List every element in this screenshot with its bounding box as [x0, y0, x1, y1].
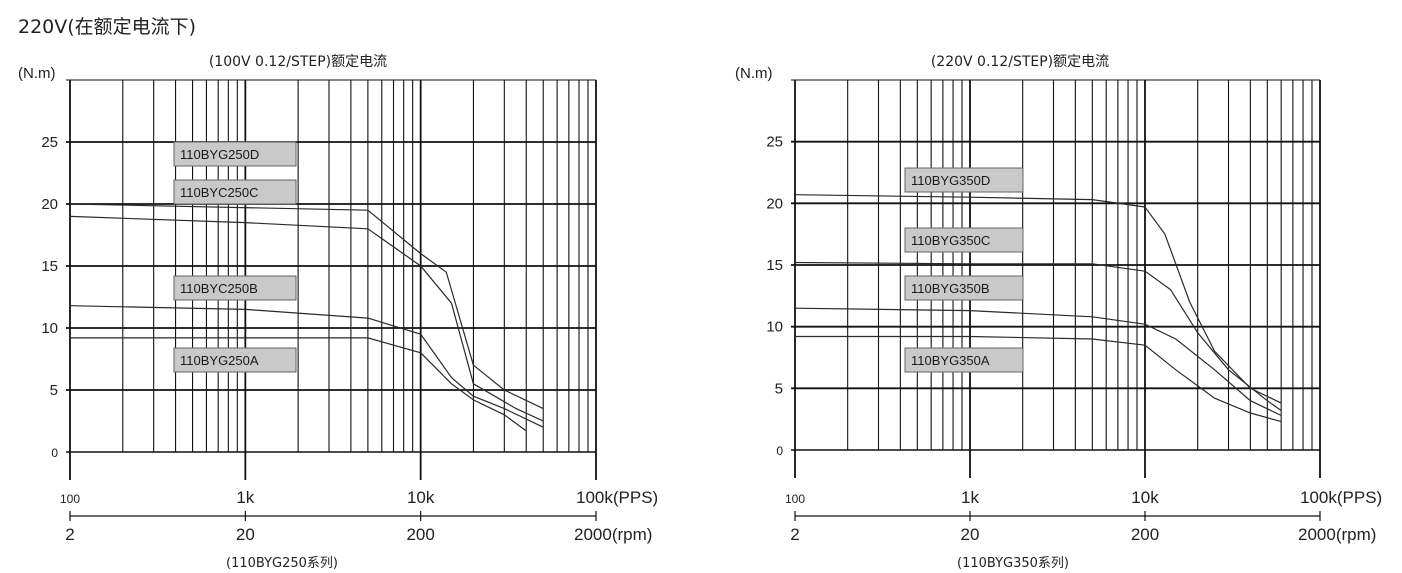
y-tick-label: 20	[41, 196, 58, 213]
y-tick-label: 10	[766, 319, 783, 336]
legend-box	[904, 167, 1024, 193]
y-axis-unit: (N.m)	[735, 65, 773, 82]
legend-label: 110BYG350C	[911, 233, 990, 248]
legend-label: 110BYG250D	[180, 147, 259, 162]
legend-label: 110BYG350D	[911, 173, 990, 188]
series-line-110BYG350B	[794, 307, 1282, 417]
y-tick-label: 0	[776, 444, 783, 458]
legend-label: 110BYG250A	[180, 353, 259, 368]
x-tick-label-pps: 100k(PPS)	[576, 488, 658, 507]
y-tick-label: 20	[766, 195, 783, 212]
legend-entry: 110BYC250C	[173, 179, 297, 205]
series-line-110BYG250A	[70, 337, 527, 432]
y-tick-label: 0	[51, 446, 58, 460]
legend-box	[904, 275, 1024, 301]
legend-label: 110BYC250C	[180, 185, 259, 200]
series-line-110BYG250D	[69, 203, 544, 410]
x-tick-label-rpm: 2	[65, 525, 74, 544]
series-caption: (110BYG350系列)	[957, 556, 1069, 571]
y-tick-label: 10	[41, 320, 58, 337]
y-tick-label: 5	[775, 380, 783, 397]
y-tick-label: 15	[41, 258, 58, 275]
legend-box	[173, 275, 297, 301]
x-tick-label-pps: 1k	[961, 488, 979, 507]
legend-entry: 110BYC250B	[173, 275, 297, 301]
page-title: 220V(在额定电流下)	[18, 16, 197, 38]
series-caption: (110BYG250系列)	[226, 556, 338, 571]
x-tick-label-pps: 10k	[1131, 488, 1159, 507]
chart-title: (220V 0.12/STEP)额定电流	[931, 54, 1109, 70]
x-tick-label-rpm: 200	[1131, 525, 1159, 544]
legend-label: 110BYC250B	[180, 281, 258, 296]
x-tick-label-pps: 10k	[407, 488, 435, 507]
x-tick-label-pps: 1k	[236, 488, 254, 507]
x-tick-label-rpm: 20	[961, 525, 980, 544]
torque-chart-350: (220V 0.12/STEP)额定电流 (N.m) 0 5 10 15 20 25 100 1k…	[735, 54, 1382, 571]
x-tick-label-rpm: 200	[406, 525, 434, 544]
grid	[791, 79, 1321, 478]
y-tick-label: 5	[50, 382, 58, 399]
y-tick-label: 25	[41, 134, 58, 151]
series-line-110BYC250B	[69, 305, 544, 428]
legend-box	[173, 347, 297, 373]
x-tick-label-pps: 100	[785, 492, 805, 506]
legend-box	[173, 179, 297, 205]
legend-box	[904, 347, 1024, 373]
series-line-110BYC250C	[69, 215, 544, 422]
x-tick-label-rpm: 2000(rpm)	[1298, 525, 1376, 544]
y-tick-label: 15	[766, 257, 783, 274]
x-tick-label-rpm: 2000(rpm)	[574, 525, 652, 544]
legend-entry: 110BYG350C	[904, 227, 1024, 253]
series-line-110BYG350A	[795, 335, 1282, 423]
legend-entry: 110BYG250D	[173, 141, 297, 167]
legend-box	[173, 141, 297, 167]
y-tick-label: 25	[766, 134, 783, 151]
legend-box	[904, 227, 1024, 253]
legend-entry: 110BYG350D	[904, 167, 1024, 193]
legend-entry: 110BYG350A	[904, 347, 1024, 373]
series-line-110BYG350D	[794, 194, 1282, 404]
legend-label: 110BYG350A	[911, 353, 990, 368]
legend-entry: 110BYG250A	[173, 347, 297, 373]
x-tick-label-rpm: 2	[790, 525, 799, 544]
chart-title: (100V 0.12/STEP)额定电流	[209, 54, 387, 70]
legend-label: 110BYG350B	[911, 281, 990, 296]
grid	[66, 79, 597, 480]
series-line-110BYG350C	[794, 261, 1282, 411]
x-tick-label-pps: 100	[60, 492, 80, 506]
x-tick-label-pps: 100k(PPS)	[1300, 488, 1382, 507]
torque-chart-250: (100V 0.12/STEP)额定电流 (N.m) 0 5 10 15 20 25 100 1k…	[18, 54, 658, 571]
legend-entry: 110BYG350B	[904, 275, 1024, 301]
x-tick-label-rpm: 20	[236, 525, 255, 544]
y-axis-unit: (N.m)	[18, 65, 56, 82]
